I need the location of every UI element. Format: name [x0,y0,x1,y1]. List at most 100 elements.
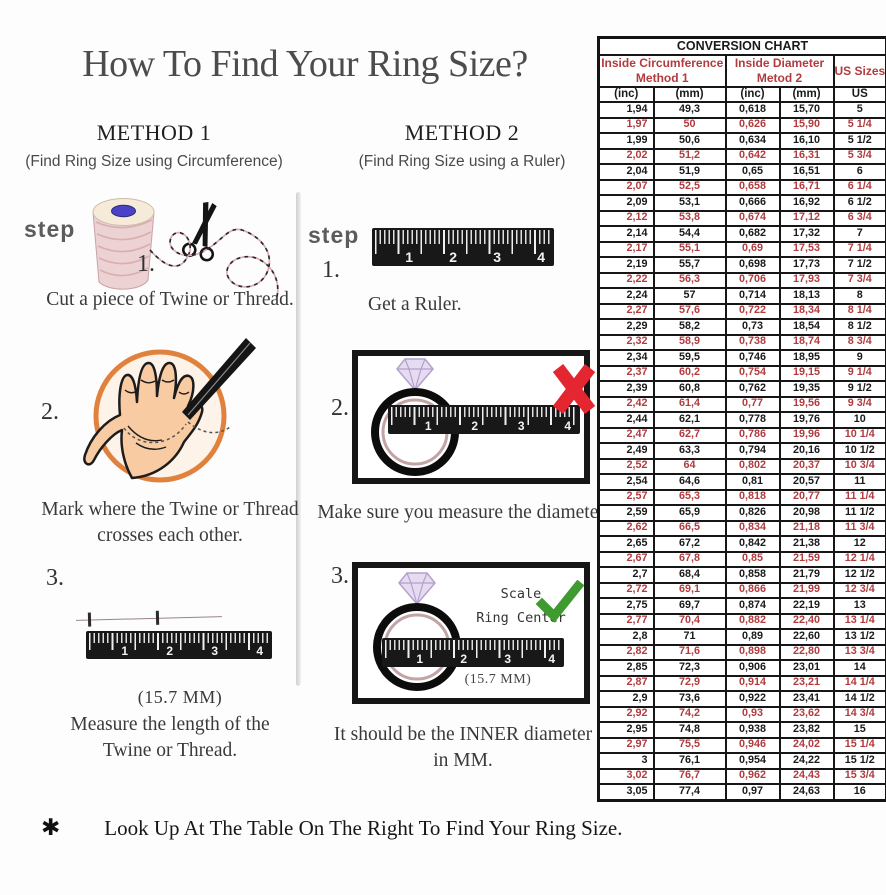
table-row: 2,27 57,6 0,722 18,34 8 1/4 [597,302,886,320]
table-cell: 5 [832,101,886,119]
table-cell: 18,95 [778,349,835,367]
table-cell: 0,826 [724,504,781,522]
table-cell: 6 3/4 [832,209,886,227]
table-cell: 2,44 [597,411,655,429]
table-cell: 1,94 [597,101,655,119]
table-cell: 77,4 [652,783,727,801]
table-cell: 7 3/4 [832,271,886,289]
table-row: 3 76,1 0,954 24,22 15 1/2 [597,752,886,770]
group-label-line: Metod 2 [756,71,803,85]
table-cell: 18,54 [778,318,835,336]
table-cell: 0,81 [724,473,781,491]
table-row: 2,32 58,9 0,738 18,74 8 3/4 [597,333,886,351]
method2-measure-label: (15.7 MM) [464,672,532,687]
table-row: 2,75 69,7 0,874 22,19 13 [597,597,886,615]
group-label-line: Inside Circumference [601,56,724,70]
table-row: 3,02 76,7 0,962 24,43 15 3/4 [597,767,886,785]
diamond-icon [396,358,434,392]
table-cell: 2,17 [597,240,655,258]
table-cell: 2,62 [597,519,655,537]
table-cell: 7 [832,225,886,243]
ruler-ticks [391,405,577,434]
sub-header-row: (inc) (mm) (inc) (mm) US [597,86,886,103]
table-cell: 2,92 [597,705,655,723]
table-cell: 0,618 [724,101,781,119]
table-cell: 2,49 [597,442,655,460]
method1-measure-label: (15.7 MM) [137,687,223,707]
table-cell: 15 1/4 [832,736,886,754]
table-cell: 0,89 [724,628,781,646]
ruler-numbers: 1 2 3 4 [89,644,269,658]
table-cell: 3,05 [597,783,655,801]
table-cell: 55,1 [652,240,727,258]
table-cell: 0,85 [724,550,781,568]
twine-around-hand [123,421,231,444]
ruler-number: 1 [405,248,413,265]
table-cell: 7 1/4 [832,240,886,258]
method2-step3-caption: It should be the INNER diameter in MM. [327,722,599,774]
ruler-number: 1 [424,418,432,433]
table-cell: 7 1/2 [832,256,886,274]
column-group-method1: Inside Circumference Method 1 [597,54,727,88]
thread-curve [149,228,279,301]
table-row: 2,37 60,2 0,754 19,15 9 1/4 [597,364,886,382]
method1-step3-caption: Measure the length of the Twine or Threa… [30,712,310,764]
table-cell: 53,1 [652,194,727,212]
table-cell: 15 [832,721,886,739]
table-cell: 69,1 [652,581,727,599]
table-cell: 22,60 [778,628,835,646]
table-cell: 57 [652,287,727,305]
ruler-ticks [89,631,269,659]
table-cell: 19,56 [778,395,835,413]
table-cell: 0,906 [724,659,781,677]
table-cell: 19,76 [778,411,835,429]
ruler-number: 4 [564,418,571,433]
table-cell: 0,882 [724,612,781,630]
table-cell: 0,858 [724,566,781,584]
table-cell: 19,35 [778,380,835,398]
table-row: 2,19 55,7 0,698 17,73 7 1/2 [597,256,886,274]
table-cell: 72,9 [652,674,727,692]
table-cell: 13 1/2 [832,628,886,646]
table-cell: 1,99 [597,132,655,150]
table-cell: 70,4 [652,612,727,630]
table-cell: 64 [652,457,727,475]
table-cell: 2,22 [597,271,655,289]
method2-subtitle: (Find Ring Size using a Ruler) [358,153,566,171]
table-row: 1,97 50 0,626 15,90 5 1/4 [597,116,886,134]
table-row: 2,42 61,4 0,77 19,56 9 3/4 [597,395,886,413]
table-cell: 2,07 [597,178,655,196]
table-cell: 0,962 [724,767,781,785]
table-row: 2,57 65,3 0,818 20,77 11 1/4 [597,488,886,506]
table-cell: 0,842 [724,535,781,553]
table-cell: 55,7 [652,256,727,274]
table-cell: 2,82 [597,643,655,661]
method2-step2-caption: Make sure you measure the diameter. [317,502,609,523]
table-cell: 9 3/4 [832,395,886,413]
table-cell: 2,12 [597,209,655,227]
table-cell: 15,70 [778,101,835,119]
table-row: 1,99 50,6 0,634 16,10 5 1/2 [597,132,886,150]
table-row: 2,12 53,8 0,674 17,12 6 3/4 [597,209,886,227]
ruler-illustration: 1 2 3 4 [372,228,554,266]
table-row: 2,44 62,1 0,778 19,76 10 [597,411,886,429]
table-cell: 2,04 [597,163,655,181]
table-cell: 17,93 [778,271,835,289]
table-cell: 0,69 [724,240,781,258]
table-row: 2,22 56,3 0,706 17,93 7 3/4 [597,271,886,289]
table-cell: 73,6 [652,690,727,708]
table-cell: 17,53 [778,240,835,258]
table-cell: 9 1/4 [832,364,886,382]
table-cell: 3 [597,752,655,770]
table-cell: 24,43 [778,767,835,785]
table-cell: 0,866 [724,581,781,599]
table-row: 2,52 64 0,802 20,37 10 3/4 [597,457,886,475]
column-divider [296,192,301,686]
table-cell: 71,6 [652,643,727,661]
table-cell: 12 [832,535,886,553]
table-cell: 0,898 [724,643,781,661]
table-cell: 16,92 [778,194,835,212]
group-label-line: Inside Diameter [734,56,825,70]
table-cell: 2,32 [597,333,655,351]
conversion-table-body: 1,94 49,3 0,618 15,70 5 1,97 50 0,626 15,90 5 1/4… [597,101,886,801]
